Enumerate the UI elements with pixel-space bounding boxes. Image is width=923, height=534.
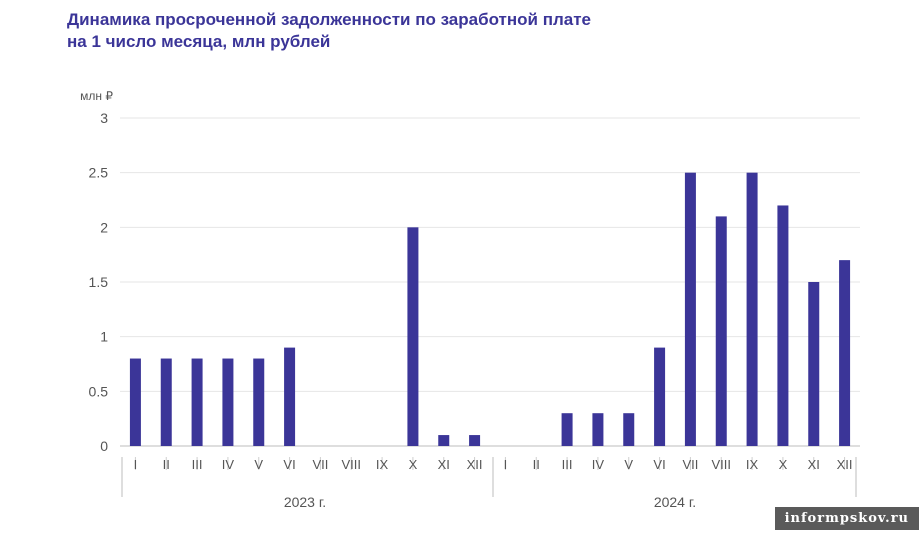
y-tick-label: 0.5	[89, 383, 109, 399]
x-tick-label: VIII	[341, 457, 361, 472]
x-tick-label: III	[562, 457, 573, 472]
y-tick-label: 0	[100, 438, 108, 454]
x-tick-label: VIII	[711, 457, 731, 472]
bar	[160, 358, 172, 446]
bar	[746, 172, 758, 446]
bar	[253, 358, 265, 446]
x-tick-label: VI	[283, 457, 295, 472]
y-tick-label: 2.5	[89, 165, 109, 181]
x-tick-label: VII	[312, 457, 328, 472]
x-tick-label: IV	[592, 457, 605, 472]
bar	[469, 435, 481, 446]
bar	[623, 413, 635, 446]
bar	[129, 358, 141, 446]
y-tick-label: 1	[100, 329, 108, 345]
x-tick-label: V	[624, 457, 633, 472]
chart-title-line-2: на 1 число месяца, млн рублей	[67, 32, 331, 51]
x-group-label: 2024 г.	[654, 494, 696, 510]
x-tick-label: V	[254, 457, 263, 472]
x-tick-label: X	[409, 457, 418, 472]
y-tick-label: 1.5	[89, 274, 109, 290]
bar	[839, 260, 851, 446]
x-tick-label: III	[192, 457, 203, 472]
x-tick-label: VI	[653, 457, 665, 472]
x-tick-label: X	[779, 457, 788, 472]
x-tick-label: VII	[682, 457, 698, 472]
bar	[715, 216, 727, 446]
bar	[438, 435, 450, 446]
x-tick-label: IX	[746, 457, 759, 472]
x-tick-label: I	[134, 457, 138, 472]
x-tick-label: II	[533, 457, 540, 472]
bar	[561, 413, 573, 446]
x-group-label: 2023 г.	[284, 494, 326, 510]
bar	[654, 347, 666, 446]
bar	[191, 358, 203, 446]
bar	[407, 227, 419, 446]
y-axis-label: млн ₽	[80, 89, 113, 103]
watermark: informpskov.ru	[774, 507, 919, 530]
bar	[684, 172, 696, 446]
x-tick-label: II	[163, 457, 170, 472]
x-tick-label: XI	[438, 457, 450, 472]
x-tick-label: XI	[808, 457, 820, 472]
chart-title-line-1: Динамика просроченной задолженности по з…	[67, 10, 592, 29]
x-tick-label: IV	[222, 457, 235, 472]
bar	[592, 413, 604, 446]
bar	[222, 358, 234, 446]
bar	[284, 347, 296, 446]
x-tick-label: I	[504, 457, 508, 472]
bar	[777, 205, 789, 446]
x-tick-label: IX	[376, 457, 389, 472]
x-tick-label: XII	[837, 457, 853, 472]
chart-title: Динамика просроченной задолженности по з…	[67, 9, 591, 53]
x-tick-label: XII	[467, 457, 483, 472]
bar	[808, 282, 820, 446]
y-tick-label: 2	[100, 219, 108, 235]
y-tick-label: 3	[100, 110, 108, 126]
